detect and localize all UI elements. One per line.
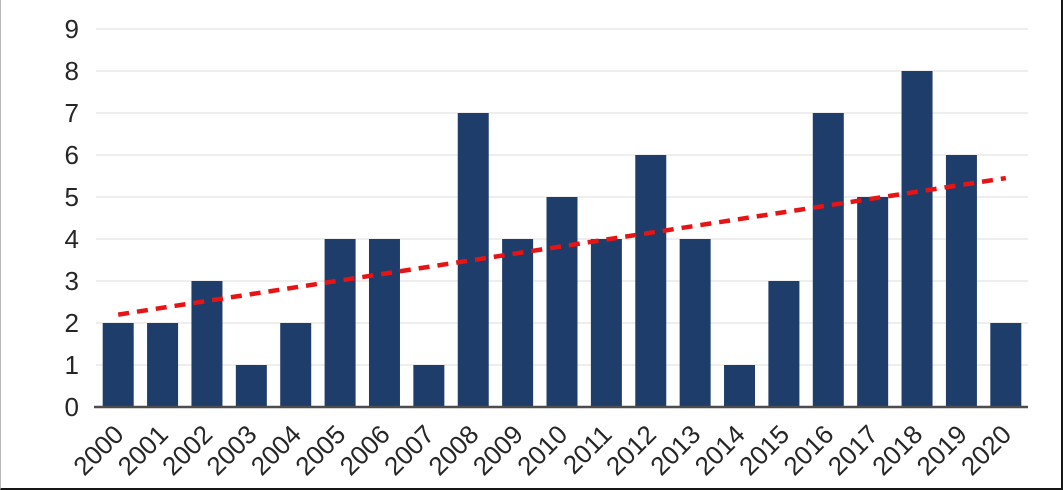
x-tick-label-2014: 2014 bbox=[689, 419, 751, 481]
bar-2005 bbox=[324, 239, 356, 407]
x-tick-label-2016: 2016 bbox=[777, 419, 839, 481]
x-tick-label-2017: 2017 bbox=[822, 419, 884, 481]
bar-2004 bbox=[280, 323, 312, 407]
bar-2014 bbox=[724, 365, 756, 407]
x-tick-label-2006: 2006 bbox=[334, 419, 396, 481]
bar-2020 bbox=[990, 323, 1022, 407]
x-tick-label-2015: 2015 bbox=[733, 419, 795, 481]
y-tick-label-0: 0 bbox=[65, 392, 79, 422]
x-tick-label-2001: 2001 bbox=[112, 419, 174, 481]
y-tick-label-7: 7 bbox=[65, 98, 79, 128]
bar-2010 bbox=[546, 197, 578, 407]
bar-2011 bbox=[590, 239, 622, 407]
bar-2012 bbox=[635, 155, 667, 407]
bar-2009 bbox=[502, 239, 534, 407]
y-tick-label-5: 5 bbox=[65, 182, 79, 212]
x-tick-label-2020: 2020 bbox=[955, 419, 1017, 481]
x-tick-label-2019: 2019 bbox=[911, 419, 973, 481]
x-tick-label-2007: 2007 bbox=[378, 419, 440, 481]
bar-2013 bbox=[679, 239, 711, 407]
y-tick-label-6: 6 bbox=[65, 140, 79, 170]
x-tick-label-2008: 2008 bbox=[422, 419, 484, 481]
bar-2019 bbox=[945, 155, 977, 407]
y-tick-label-9: 9 bbox=[65, 14, 79, 44]
bar-2006 bbox=[368, 239, 400, 407]
y-tick-label-1: 1 bbox=[65, 350, 79, 380]
trendline bbox=[117, 175, 1007, 317]
y-tick-label-2: 2 bbox=[65, 308, 79, 338]
x-tick-label-2011: 2011 bbox=[557, 419, 618, 480]
x-tick-label-2010: 2010 bbox=[511, 419, 573, 481]
bar-2016 bbox=[812, 113, 844, 407]
bar-2000 bbox=[102, 323, 134, 407]
bar-2017 bbox=[857, 197, 889, 407]
bar-2007 bbox=[413, 365, 445, 407]
y-tick-label-3: 3 bbox=[65, 266, 79, 296]
x-tick-label-2002: 2002 bbox=[156, 419, 218, 481]
x-tick-label-2003: 2003 bbox=[200, 419, 262, 481]
x-tick-label-2004: 2004 bbox=[245, 419, 307, 481]
x-tick-label-2013: 2013 bbox=[644, 419, 706, 481]
x-tick-label-2005: 2005 bbox=[289, 419, 351, 481]
x-tick-label-2012: 2012 bbox=[600, 419, 662, 481]
y-tick-label-8: 8 bbox=[65, 56, 79, 86]
bar-2003 bbox=[235, 365, 267, 407]
x-tick-label-2009: 2009 bbox=[467, 419, 529, 481]
bar-2018 bbox=[901, 71, 933, 407]
bar-2015 bbox=[768, 281, 800, 407]
x-tick-label-2018: 2018 bbox=[866, 419, 928, 481]
bar-2001 bbox=[147, 323, 179, 407]
x-tick-label-2000: 2000 bbox=[67, 419, 129, 481]
y-tick-label-4: 4 bbox=[65, 224, 79, 254]
